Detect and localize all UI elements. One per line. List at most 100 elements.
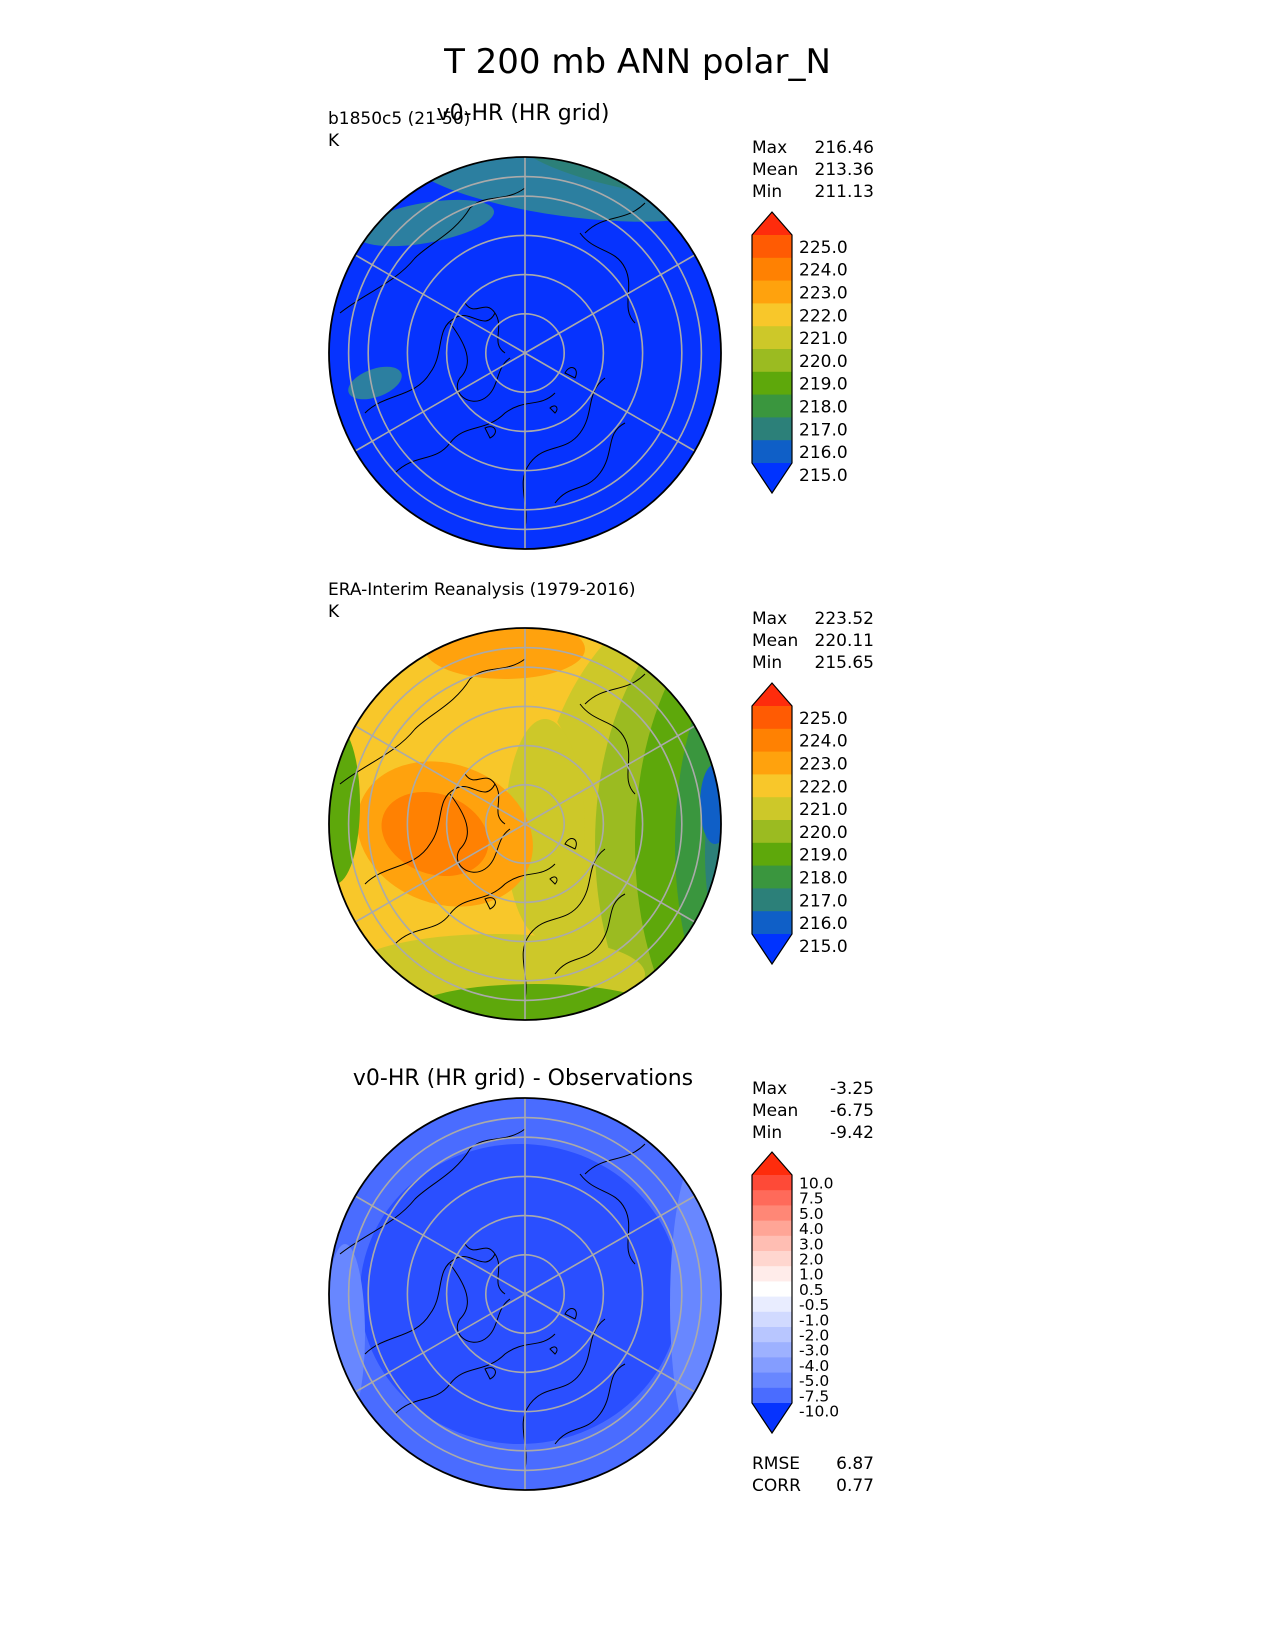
colorbar-extend-min (752, 934, 792, 964)
colorbar-tick-label: 4.0 (799, 1220, 824, 1238)
panel1-title: v0-HR (HR grid) (436, 101, 610, 126)
panel3-colorbar: 10.07.55.04.03.02.01.00.5-0.5-1.0-2.0-3.… (751, 1151, 839, 1435)
colorbar-tick-label: 2.0 (799, 1250, 824, 1268)
colorbar-tick-label: 221.0 (799, 329, 848, 349)
meridian-line (524, 254, 696, 354)
panel2-units: K (328, 602, 340, 622)
coastline (522, 377, 606, 529)
panel2-left-label: ERA-Interim Reanalysis (1979-2016) (328, 580, 636, 600)
field-contour (348, 366, 402, 400)
stat-label: Max (752, 138, 788, 158)
panel3-stats: Max -3.25 Mean -6.75 Min -9.42 (752, 1078, 874, 1144)
colorbar-band (752, 1175, 792, 1191)
colorbar-tick-label: 215.0 (799, 466, 848, 486)
colorbar-tick-label: -7.5 (799, 1387, 829, 1405)
meridian-line (354, 725, 526, 825)
stat-label: Mean (752, 631, 799, 651)
panel1-units: K (328, 131, 340, 151)
colorbar-tick-label: 221.0 (799, 800, 848, 820)
colorbar-tick-label: 217.0 (799, 420, 848, 440)
coastlines (339, 187, 646, 529)
colorbar-band (752, 1220, 792, 1237)
graticule (347, 157, 703, 549)
colorbar-tick-label: 10.0 (799, 1174, 834, 1192)
coastline (579, 703, 636, 795)
colorbar-band (752, 888, 792, 912)
colorbar-band (752, 1296, 792, 1313)
figure-title: T 200 mb ANN polar_N (444, 42, 831, 82)
colorbar-band (752, 1266, 792, 1282)
coastline (564, 1308, 577, 1320)
panel3-bottom-stats: RMSE 6.87 CORR 0.77 (752, 1453, 874, 1497)
coastline (464, 773, 506, 825)
stat-label: Min (752, 1123, 783, 1143)
coastline (522, 848, 606, 1000)
coastline (549, 876, 558, 885)
colorbar-tick-label: 219.0 (799, 375, 848, 395)
stat-label: Mean (752, 1101, 799, 1121)
coastline (464, 302, 506, 354)
meridian-line (524, 1293, 696, 1393)
colorbar-band (752, 865, 792, 889)
panel3-title: v0-HR (HR grid) - Observations (352, 1066, 694, 1091)
panel3-polar-map (328, 1097, 722, 1491)
colorbar-tick-label: 224.0 (799, 732, 848, 752)
colorbar-band (752, 257, 792, 282)
colorbar-tick-label: 220.0 (799, 352, 848, 372)
coastlines (339, 658, 646, 1000)
coastline (564, 838, 577, 850)
colorbar-tick-label: 225.0 (799, 709, 848, 729)
colorbar-band (752, 280, 792, 304)
stat-label: Min (752, 182, 783, 202)
meridian-line (524, 725, 696, 825)
colorbar-tick-label: 1.0 (799, 1266, 824, 1284)
stat-label: Min (752, 653, 783, 673)
graticule (347, 628, 703, 1020)
coastlines (339, 1128, 646, 1470)
stat-label: Max (752, 609, 788, 629)
colorbar-band (752, 842, 792, 867)
colorbar-band (752, 706, 792, 730)
colorbar-tick-label: -5.0 (799, 1372, 829, 1390)
coastline (579, 232, 636, 324)
field-contour (360, 1144, 680, 1444)
meridian-line (354, 823, 526, 923)
coastline (554, 1363, 626, 1445)
stat-value: -9.42 (830, 1123, 874, 1143)
panel2-stats: Max 223.52 Mean 220.11 Min 215.65 (752, 608, 874, 674)
colorbar-band (752, 235, 792, 259)
meridian-line (354, 1195, 526, 1295)
colorbar-band (752, 326, 792, 350)
coastline (464, 1243, 506, 1295)
colorbar-band (752, 728, 792, 753)
colorbar-band (752, 1205, 792, 1222)
panel2-case-label: ERA-Interim Reanalysis (1979-2016) K (328, 579, 636, 623)
panel1-left-label: b1850c5 (21-50) (328, 109, 471, 129)
colorbar-band (752, 797, 792, 821)
colorbar-band (752, 774, 792, 798)
colorbar-tick-label: 5.0 (799, 1205, 824, 1223)
coastline (549, 405, 558, 414)
colorbar-tick-label: 223.0 (799, 283, 848, 303)
colorbar-tick-label: 218.0 (799, 397, 848, 417)
colorbar-band (752, 1311, 792, 1328)
colorbar-tick-label: 222.0 (799, 306, 848, 326)
map-boundary (328, 156, 722, 550)
panel2-polar-map (328, 627, 722, 1021)
colorbar-band (752, 1372, 792, 1389)
colorbar-tick-label: 224.0 (799, 261, 848, 281)
stat-label: CORR (752, 1476, 801, 1496)
stat-value: -6.75 (830, 1101, 874, 1121)
stat-value: 215.65 (814, 653, 874, 673)
colorbar-band (752, 371, 792, 396)
colorbar-tick-label: 3.0 (799, 1235, 824, 1253)
coastline (484, 1367, 496, 1380)
colorbar-band (752, 303, 792, 327)
stat-value: 220.11 (814, 631, 874, 651)
colorbar-tick-label: 220.0 (799, 823, 848, 843)
colorbar-band (752, 1342, 792, 1358)
coastline (449, 322, 511, 402)
colorbar-tick-label: -10.0 (799, 1402, 839, 1420)
colorbar-tick-label: -0.5 (799, 1296, 829, 1314)
